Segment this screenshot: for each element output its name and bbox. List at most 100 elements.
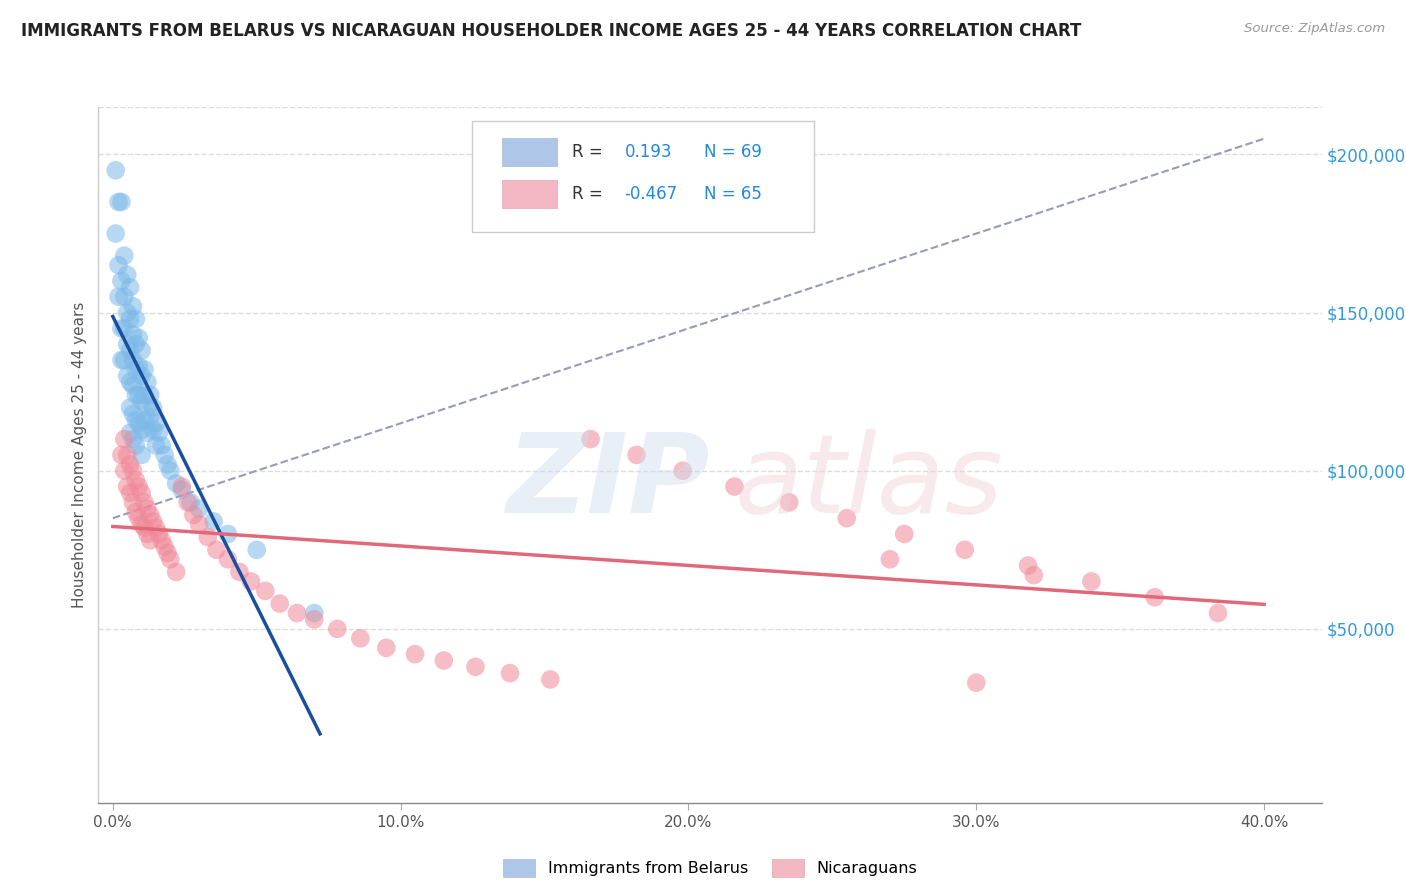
Point [128,388,150,402]
Point [112,353,135,368]
Point [136,401,159,415]
Point [170,483,193,497]
Text: Source: ZipAtlas.com: Source: ZipAtlas.com [1244,22,1385,36]
Point [110,353,132,368]
Point [131,517,153,532]
Point [723,479,745,493]
Point [148,527,170,541]
Point [134,413,156,427]
Point [139,388,162,402]
Point [150,438,173,452]
Point [239,574,262,589]
Point [131,486,153,500]
Point [115,337,138,351]
Point [159,464,181,478]
Point [180,495,202,509]
Point [120,458,142,472]
Point [128,511,150,525]
Point [205,542,228,557]
Point [115,368,138,383]
Legend: Immigrants from Belarus, Nicaraguans: Immigrants from Belarus, Nicaraguans [495,851,925,885]
Point [125,438,148,452]
Point [579,432,602,446]
Point [125,505,148,519]
Text: N = 69: N = 69 [704,144,762,161]
Point [202,514,225,528]
Point [538,673,561,687]
Point [128,331,150,345]
Point [1022,568,1045,582]
Point [110,274,132,288]
Point [122,432,145,446]
Point [110,194,132,209]
Point [112,464,135,478]
Point [134,521,156,535]
Point [104,163,127,178]
Text: R =: R = [572,144,603,161]
Point [246,542,269,557]
Text: ZIP: ZIP [506,429,710,536]
Point [112,432,135,446]
FancyBboxPatch shape [502,138,557,166]
Point [125,388,148,402]
Point [131,343,153,358]
Point [142,514,165,528]
Point [464,660,486,674]
Point [125,413,148,427]
Point [304,606,326,620]
Point [139,533,162,548]
Point [142,423,165,437]
Point [120,312,142,326]
Point [120,280,142,294]
Point [326,622,349,636]
Point [136,375,159,389]
Point [153,448,176,462]
Point [145,521,167,535]
Point [136,527,159,541]
Point [125,362,148,376]
Point [165,476,187,491]
Point [375,640,398,655]
Point [139,409,162,424]
Point [145,417,167,431]
Y-axis label: Householder Income Ages 25 - 44 years: Householder Income Ages 25 - 44 years [72,301,87,608]
Text: atlas: atlas [734,429,1002,536]
Point [778,495,800,509]
Point [112,321,135,335]
Point [153,540,176,554]
Point [953,542,976,557]
Point [159,552,181,566]
Point [433,653,456,667]
Point [112,290,135,304]
Point [148,425,170,440]
Point [217,527,239,541]
Point [139,508,162,522]
Point [125,337,148,351]
Text: R =: R = [572,185,603,203]
Point [115,268,138,282]
Point [104,227,127,241]
Point [115,448,138,462]
Point [122,353,145,368]
Point [879,552,901,566]
Point [107,258,129,272]
Point [134,362,156,376]
Text: IMMIGRANTS FROM BELARUS VS NICARAGUAN HOUSEHOLDER INCOME AGES 25 - 44 YEARS CORR: IMMIGRANTS FROM BELARUS VS NICARAGUAN HO… [21,22,1081,40]
Text: N = 65: N = 65 [704,185,762,203]
Point [228,565,250,579]
Point [107,194,129,209]
Point [176,495,198,509]
Point [404,647,426,661]
Point [131,448,153,462]
Point [269,597,291,611]
Point [136,501,159,516]
Point [120,425,142,440]
Point [134,495,156,509]
Point [131,394,153,409]
Point [122,495,145,509]
Point [835,511,858,525]
Point [217,552,239,566]
Point [626,448,648,462]
Point [142,401,165,415]
Point [107,290,129,304]
